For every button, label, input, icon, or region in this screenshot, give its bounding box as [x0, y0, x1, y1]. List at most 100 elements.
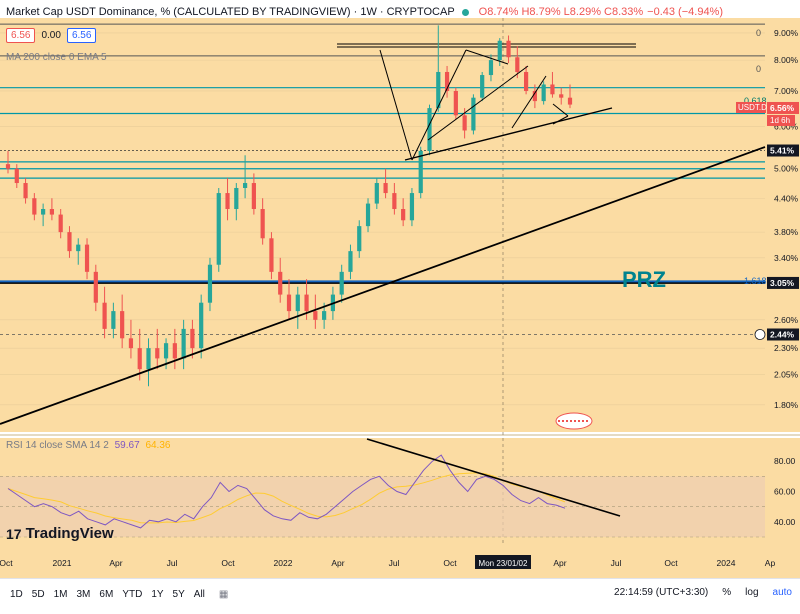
- rsi-sma-line: [7, 472, 566, 524]
- price-axis-label: 2.60%: [774, 315, 799, 325]
- symbol-tag-bg: [736, 101, 766, 113]
- candle-body: [67, 232, 72, 252]
- candle-body: [541, 84, 546, 102]
- timeframe-button-all[interactable]: All: [193, 589, 205, 600]
- candle-body: [436, 71, 441, 109]
- fib-1618-label: 1.618: [744, 276, 767, 286]
- percent-scale-button[interactable]: %: [722, 587, 732, 598]
- calendar-range-icon[interactable]: ▦: [218, 589, 229, 600]
- rsi-divergence-trendline: [366, 438, 621, 517]
- level-541-tag: 5.41%: [770, 146, 795, 156]
- time-axis-label: Oct: [0, 558, 13, 568]
- timeframe-buttons: 1D 5D 1M 3M 6M YTD 1Y 5Y All: [10, 589, 205, 600]
- rsi-line: [7, 454, 566, 529]
- candle-body: [181, 328, 186, 359]
- timeframe-button-3m[interactable]: 3M: [76, 589, 91, 600]
- time-axis-label: Jul: [611, 558, 622, 568]
- buy-price-pill[interactable]: 6.56: [66, 28, 97, 43]
- symbol-tag: USDT.D: [738, 103, 767, 112]
- chart-title: Market Cap USDT Dominance, % (CALCULATED…: [6, 6, 455, 18]
- candle-body: [207, 264, 213, 303]
- rsi-indicator-label[interactable]: RSI 14 close SMA 14 2 59.67 64.36: [6, 440, 170, 451]
- timeframe-button-1m[interactable]: 1M: [53, 589, 68, 600]
- ohlc-values: O8.74% H8.79% L8.29% C8.33%: [478, 6, 644, 18]
- current-price-tag: 6.56%: [770, 103, 795, 113]
- time-axis-label: 2024: [717, 558, 736, 568]
- time-axis-background: [0, 545, 800, 578]
- channel-right-leg: [511, 75, 547, 129]
- time-axis-label: Oct: [664, 558, 678, 568]
- log-scale-button[interactable]: log: [745, 587, 759, 598]
- cursor-time-tag-bg: [475, 555, 531, 569]
- market-status-icon: [461, 8, 469, 16]
- sell-price-pill[interactable]: 6.56: [6, 28, 36, 43]
- candle-body: [550, 84, 555, 95]
- timeframe-button-5y[interactable]: 5Y: [172, 589, 185, 600]
- price-axis-label: 5.00%: [774, 164, 799, 174]
- level-244-tag-bg: [767, 328, 799, 341]
- candle-body: [58, 214, 63, 233]
- tradingview-logo-text: TradingView: [25, 525, 114, 542]
- pennant-lower: [552, 115, 569, 125]
- candle-body: [234, 187, 239, 210]
- clock[interactable]: 22:14:59 (UTC+3:30): [614, 587, 709, 598]
- rsi-axis-label: 60.00: [774, 487, 796, 497]
- level-305-tag-bg: [767, 276, 799, 289]
- price-axis-label: 9.00%: [774, 28, 799, 38]
- candle-body: [497, 40, 502, 61]
- wedge-top-leg: [465, 49, 509, 65]
- candle-body: [313, 311, 318, 320]
- candle-body: [295, 294, 300, 312]
- candle-body: [41, 209, 46, 215]
- fib-top-label: 0: [756, 28, 761, 38]
- candle-body: [23, 183, 28, 199]
- price-pane-background: [0, 18, 800, 432]
- candle-body: [515, 57, 520, 72]
- candle-body: [111, 311, 116, 329]
- bottom-toolbar: 1D 5D 1M 3M 6M YTD 1Y 5Y All ▦ 22:14:59 (UTC+3:3…: [0, 578, 800, 610]
- ema-indicator-label[interactable]: MA 200 close 0 EMA 5: [6, 52, 107, 63]
- candle-body: [304, 294, 309, 312]
- price-axis-label: 4.40%: [774, 193, 799, 203]
- candle-body: [242, 183, 248, 188]
- auto-scale-button[interactable]: auto: [772, 587, 792, 598]
- price-axis-label: 6.00%: [774, 122, 799, 132]
- candle-body: [120, 311, 125, 339]
- tradingview-logo-icon: 17: [6, 525, 22, 542]
- candle-body: [278, 271, 283, 295]
- candle-body: [383, 183, 388, 194]
- time-axis-label: Apr: [553, 558, 566, 568]
- chart-header: Market Cap USDT Dominance, % (CALCULATED…: [6, 6, 723, 18]
- price-axis-label: 2.30%: [774, 343, 799, 353]
- candle-body: [401, 209, 406, 221]
- countdown-tag-bg: [767, 114, 795, 126]
- candle-body: [365, 203, 371, 227]
- current-price-tag-bg: [767, 101, 799, 114]
- spread-value: 0.00: [41, 30, 61, 41]
- tradingview-logo: 17 TradingView: [6, 525, 114, 542]
- timeframe-button-1y[interactable]: 1Y: [151, 589, 164, 600]
- candle-body: [76, 244, 81, 252]
- candle-body: [286, 294, 292, 312]
- price-axis-label: 3.40%: [774, 253, 799, 263]
- timeframe-button-5d[interactable]: 5D: [31, 589, 45, 600]
- timeframe-button-ytd[interactable]: YTD: [122, 589, 143, 600]
- wedge-left-leg: [379, 49, 413, 161]
- price-change: −0.43 (−4.94%): [647, 6, 724, 18]
- price-axis-label: 1.80%: [774, 400, 799, 410]
- time-axis-label: Apr: [331, 558, 344, 568]
- level-305-tag: 3.05%: [770, 278, 795, 288]
- wedge-rise-leg: [411, 49, 467, 161]
- candle-body: [5, 164, 11, 169]
- time-axis-label: Apr: [109, 558, 122, 568]
- candle-body: [418, 150, 423, 194]
- timeframe-button-6m[interactable]: 6M: [99, 589, 114, 600]
- channel-upper-line: [427, 65, 529, 141]
- candle-body: [146, 348, 151, 370]
- bottom-right-controls: 22:14:59 (UTC+3:30) % log auto: [614, 587, 792, 598]
- candle-body: [260, 209, 265, 239]
- candle-body: [471, 97, 476, 131]
- timeframe-button-1d[interactable]: 1D: [10, 589, 23, 600]
